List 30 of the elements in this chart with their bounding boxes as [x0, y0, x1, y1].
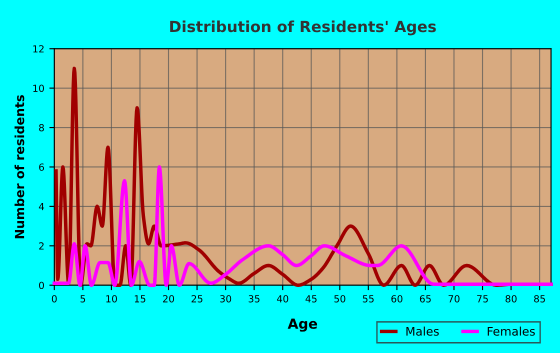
x-tick-label: 80: [506, 295, 517, 302]
x-tick-label: 65: [420, 295, 431, 302]
legend-label: Males: [406, 326, 439, 336]
y-tick-label: 0: [39, 282, 44, 290]
x-tick-label: 30: [220, 295, 232, 302]
x-tick-label: 75: [477, 295, 488, 302]
chart-title: Distribution of Residents' Ages: [170, 20, 436, 36]
y-tick-label: 10: [33, 84, 44, 92]
y-tick-label: 4: [38, 202, 44, 210]
y-tick-label: 2: [39, 242, 44, 250]
y-axis-title: Number of residents: [14, 95, 24, 238]
x-tick-label: 25: [192, 295, 202, 302]
x-tick-label: 5: [80, 295, 86, 302]
x-tick-label: 35: [248, 295, 260, 302]
x-tick-label: 0: [52, 295, 57, 302]
x-tick-label: 20: [163, 295, 174, 302]
x-axis-title: Age: [288, 318, 318, 332]
x-tick-label: 15: [134, 295, 146, 302]
x-tick-label: 70: [448, 295, 460, 302]
y-tick-label: 6: [39, 163, 44, 171]
legend-label: Females: [488, 326, 535, 336]
x-tick-label: 85: [534, 295, 545, 302]
x-tick-label: 40: [276, 295, 288, 302]
x-tick-label: 50: [334, 295, 346, 302]
x-tick-label: 45: [306, 295, 317, 302]
x-tick-label: 55: [362, 295, 374, 302]
y-tick-label: 12: [33, 45, 44, 52]
x-tick-label: 60: [391, 295, 402, 302]
y-tick-label: 8: [39, 124, 44, 132]
x-tick-label: 10: [106, 295, 117, 302]
